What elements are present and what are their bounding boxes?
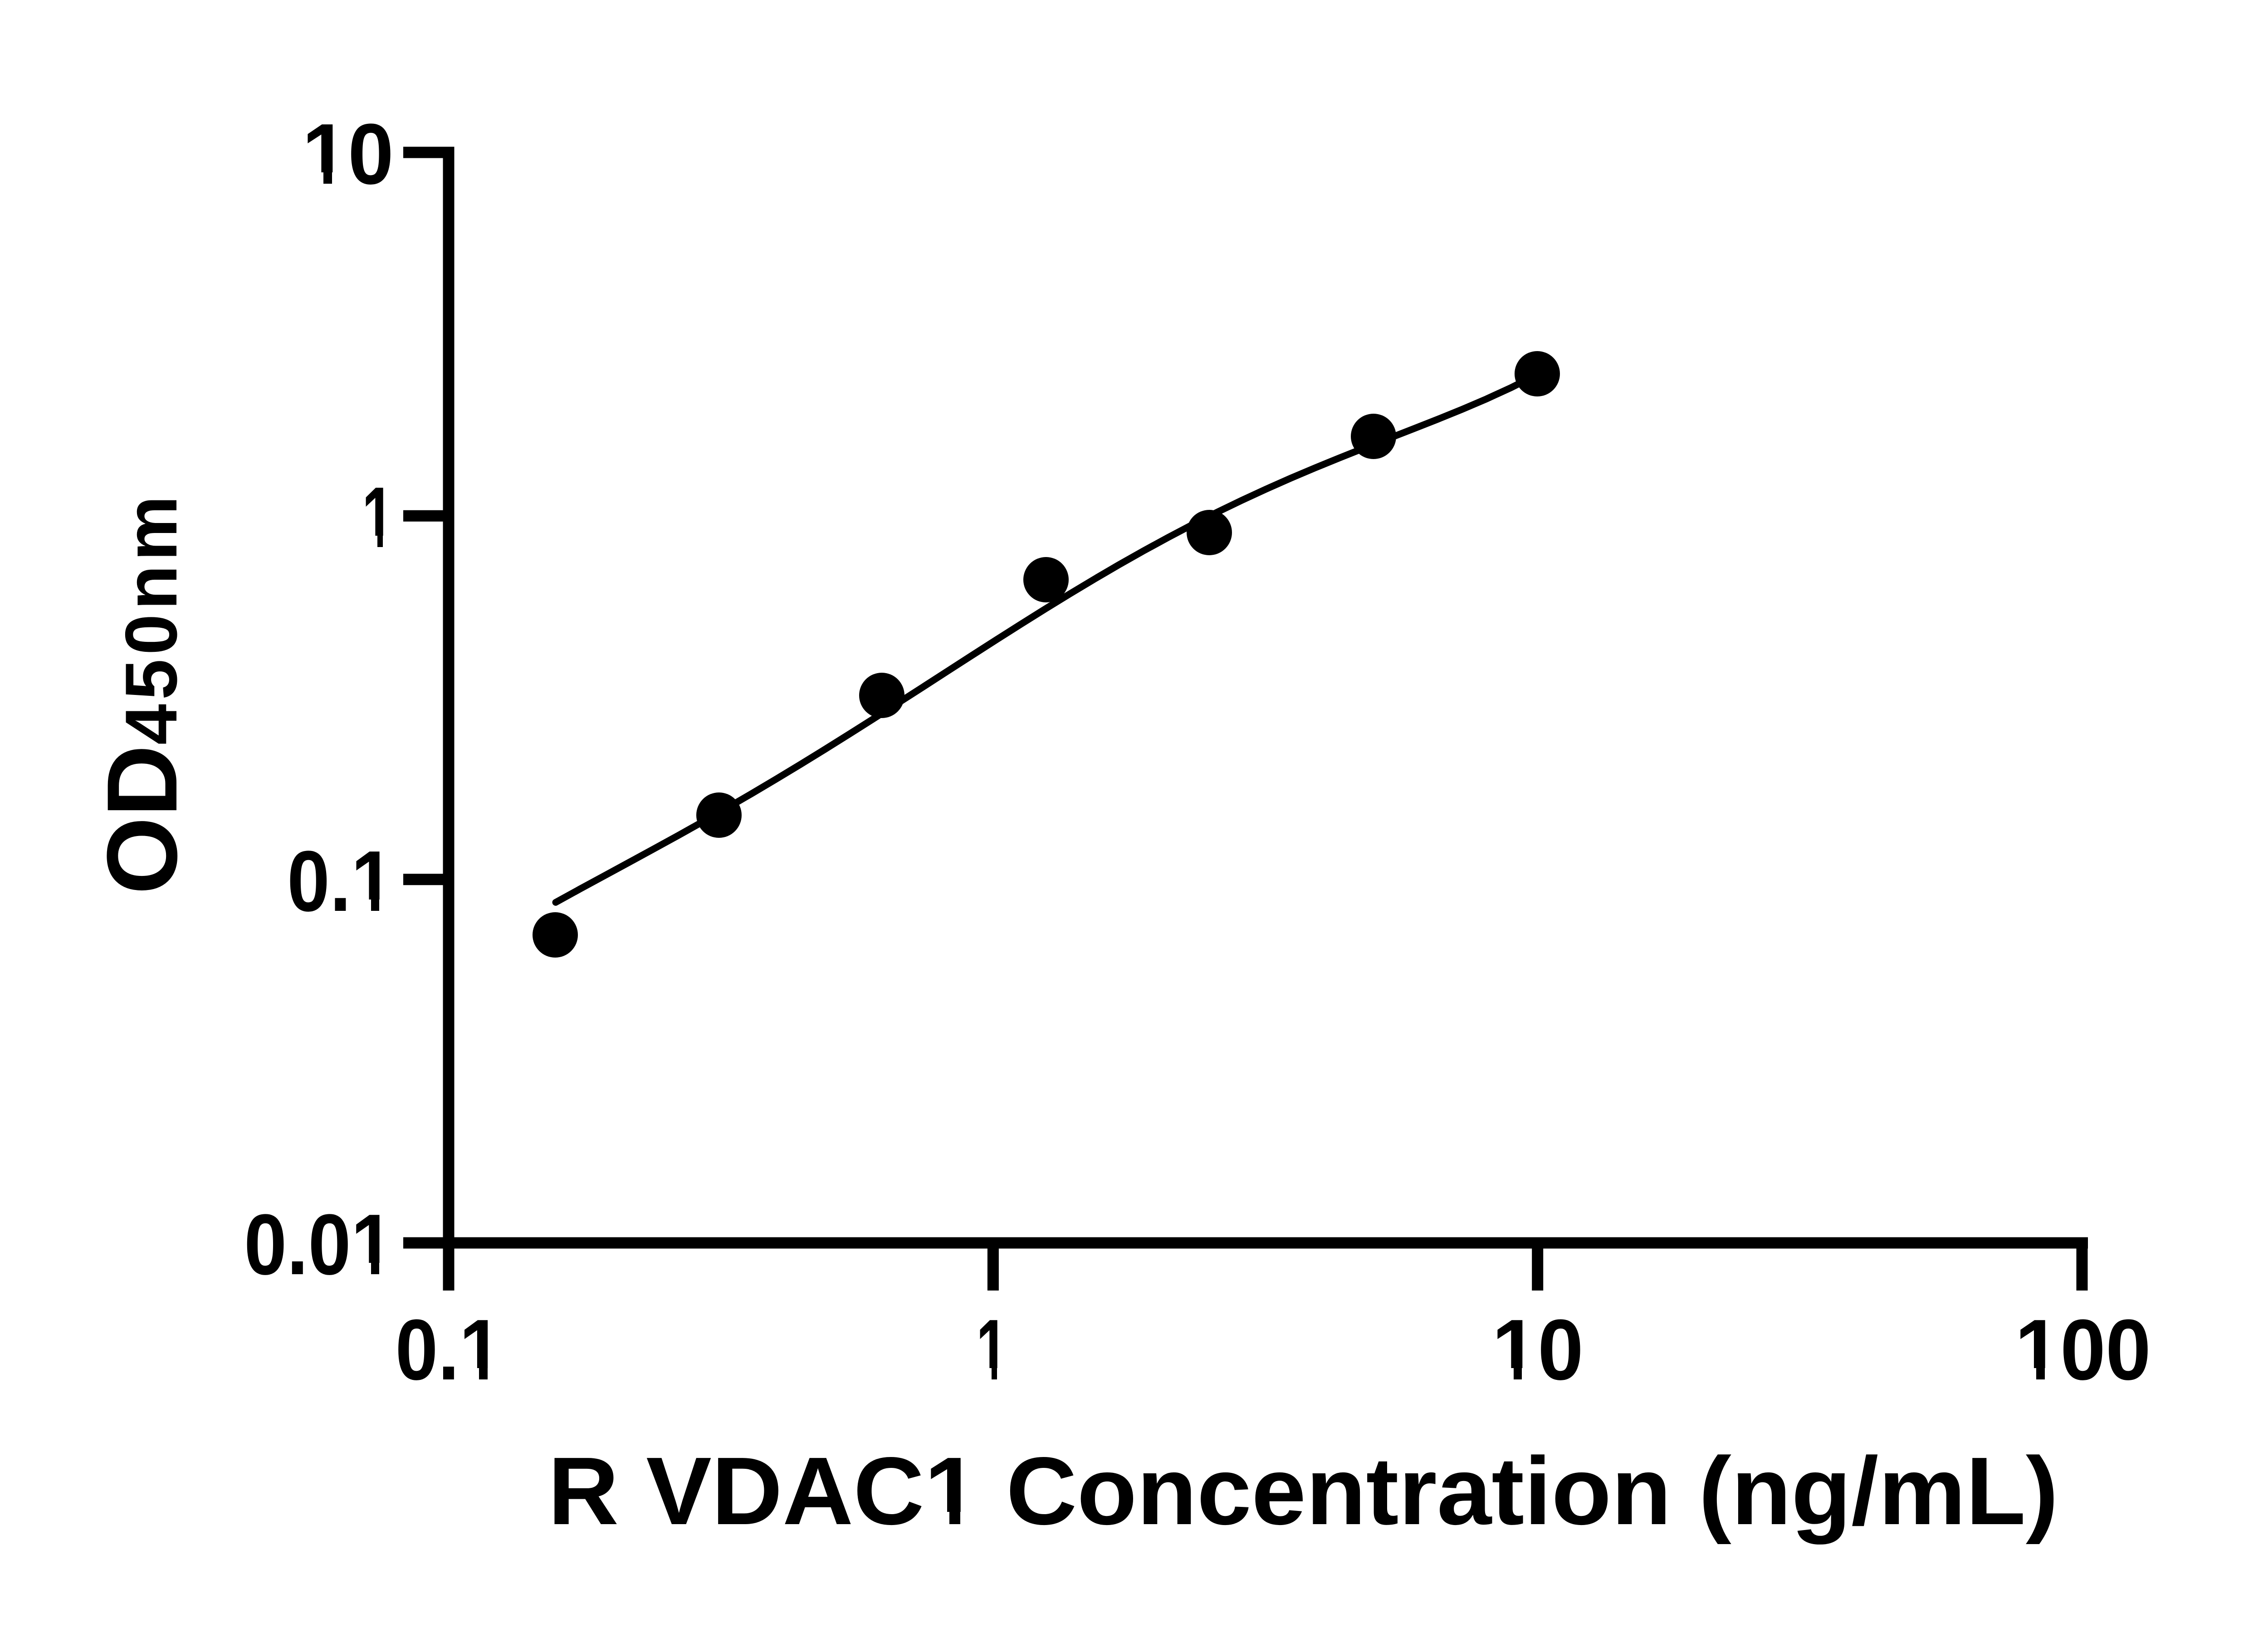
svg-text:10: 10 (1492, 1302, 1584, 1398)
svg-text:10: 10 (302, 106, 394, 202)
svg-text:0.01: 0.01 (244, 1197, 394, 1293)
svg-text:0.1: 0.1 (287, 833, 394, 929)
svg-text:1: 1 (976, 1302, 1008, 1398)
svg-text:R VDAC1 Concentration (ng/mL): R VDAC1 Concentration (ng/mL) (548, 1437, 2058, 1545)
svg-text:0.1: 0.1 (396, 1302, 502, 1398)
svg-text:OD450nm: OD450nm (86, 492, 198, 895)
svg-text:1: 1 (362, 469, 394, 566)
svg-text:100: 100 (2015, 1302, 2151, 1398)
